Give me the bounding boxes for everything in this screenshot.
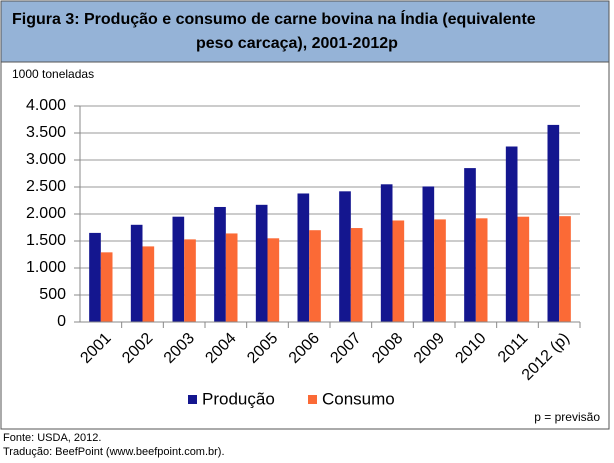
y-tick-label: 2.000 [26,205,66,222]
bar [464,168,476,322]
bar [267,238,280,322]
bar [380,184,393,322]
bar [339,191,351,322]
y-tick-label: 0 [57,313,66,330]
bar [142,246,155,322]
bar [130,224,143,322]
y-tick-label: 2.500 [26,178,66,195]
bar [255,204,268,322]
legend-label: Consumo [322,389,395,408]
bar [89,232,101,322]
bar [547,124,560,323]
y-tick-label: 3.500 [26,124,66,141]
y-tick-label: 4.000 [26,97,66,114]
source: Fonte: USDA, 2012. [3,432,101,444]
bar [184,239,196,322]
source: Tradução: BeefPoint (www.beefpoint.com.b… [3,446,225,458]
bar [100,252,113,322]
bar [297,193,310,322]
bar [434,219,446,322]
bar [422,186,435,322]
bar [214,206,226,322]
y-tick-label: 1.500 [26,232,66,249]
chart-title: Figura 3: Produção e consumo de carne bo… [12,9,536,28]
legend-label: Produção [202,389,275,408]
bar [225,233,238,322]
note: p = previsão [534,410,600,424]
chart-title: peso carcaça), 2001-2012p [196,35,398,52]
bar [172,216,185,322]
bar [505,146,518,322]
bar [350,228,363,322]
bar [392,220,405,322]
title-box [0,0,610,63]
bar [309,230,321,322]
bar [475,218,488,322]
y-tick-label: 1.000 [26,259,66,276]
y-tick-label: 3.000 [26,151,66,168]
y-tick-label: 500 [39,286,66,303]
bar [559,216,571,322]
bar [517,216,530,322]
y-axis-label: 1000 toneladas [12,67,94,81]
legend-swatch [188,395,197,404]
legend-swatch [308,395,317,404]
